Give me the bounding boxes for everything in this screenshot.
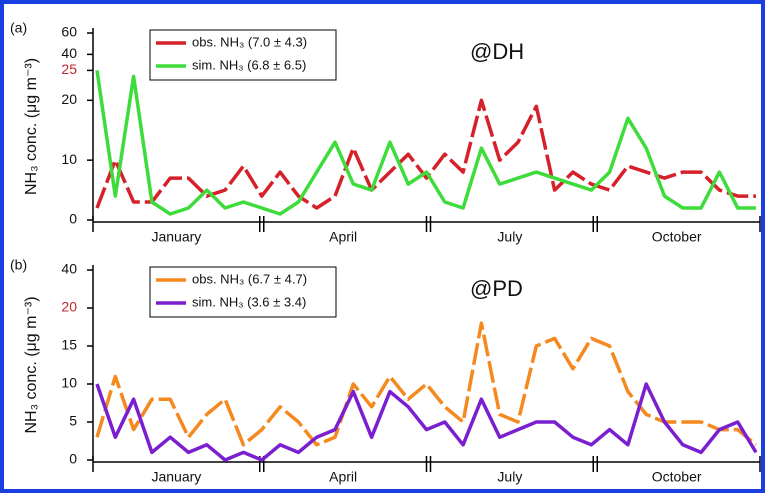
y-tick-label: 15 <box>61 337 77 353</box>
station-label: @DH <box>470 39 524 64</box>
panel-label: (a) <box>10 20 27 36</box>
y-tick-label: 20 <box>61 299 77 315</box>
x-tick-label: July <box>497 469 522 485</box>
y-tick-label: 20 <box>61 91 77 107</box>
data-line <box>95 382 758 462</box>
x-tick-label: April <box>329 469 357 485</box>
x-tick-label: January <box>151 229 201 245</box>
x-tick-label: July <box>497 229 522 245</box>
legend-label: sim. NH₃ (3.6 ± 3.4) <box>192 294 306 309</box>
y-axis-label: NH₃ conc. (μg m⁻³) <box>23 296 40 433</box>
x-tick-label: October <box>652 229 702 245</box>
y-tick-label: 60 <box>61 24 77 40</box>
y-tick-label: 40 <box>61 261 77 277</box>
y-tick-label: 40 <box>61 45 77 61</box>
x-tick-label: January <box>151 469 201 485</box>
station-label: @PD <box>470 276 523 301</box>
y-tick-label: 10 <box>61 375 77 391</box>
y-tick-label: 5 <box>69 413 77 429</box>
y-tick-label: 25 <box>61 61 77 77</box>
legend-box <box>149 266 337 318</box>
y-tick-label: 0 <box>69 451 77 467</box>
legend-label: obs. NH₃ (6.7 ± 4.7) <box>192 271 307 286</box>
legend-label: sim. NH₃ (6.8 ± 6.5) <box>192 57 306 72</box>
data-line <box>95 98 756 210</box>
panel-label: (b) <box>10 257 27 273</box>
data-line <box>95 321 758 447</box>
legend-label: obs. NH₃ (7.0 ± 4.3) <box>192 34 307 49</box>
y-axis-label: NH₃ conc. (μg m⁻³) <box>23 58 40 195</box>
legend-box <box>149 29 337 81</box>
y-tick-label: 0 <box>69 211 77 227</box>
data-line <box>95 70 756 216</box>
y-tick-label: 10 <box>61 151 77 167</box>
x-tick-label: April <box>329 229 357 245</box>
x-tick-label: October <box>652 469 702 485</box>
